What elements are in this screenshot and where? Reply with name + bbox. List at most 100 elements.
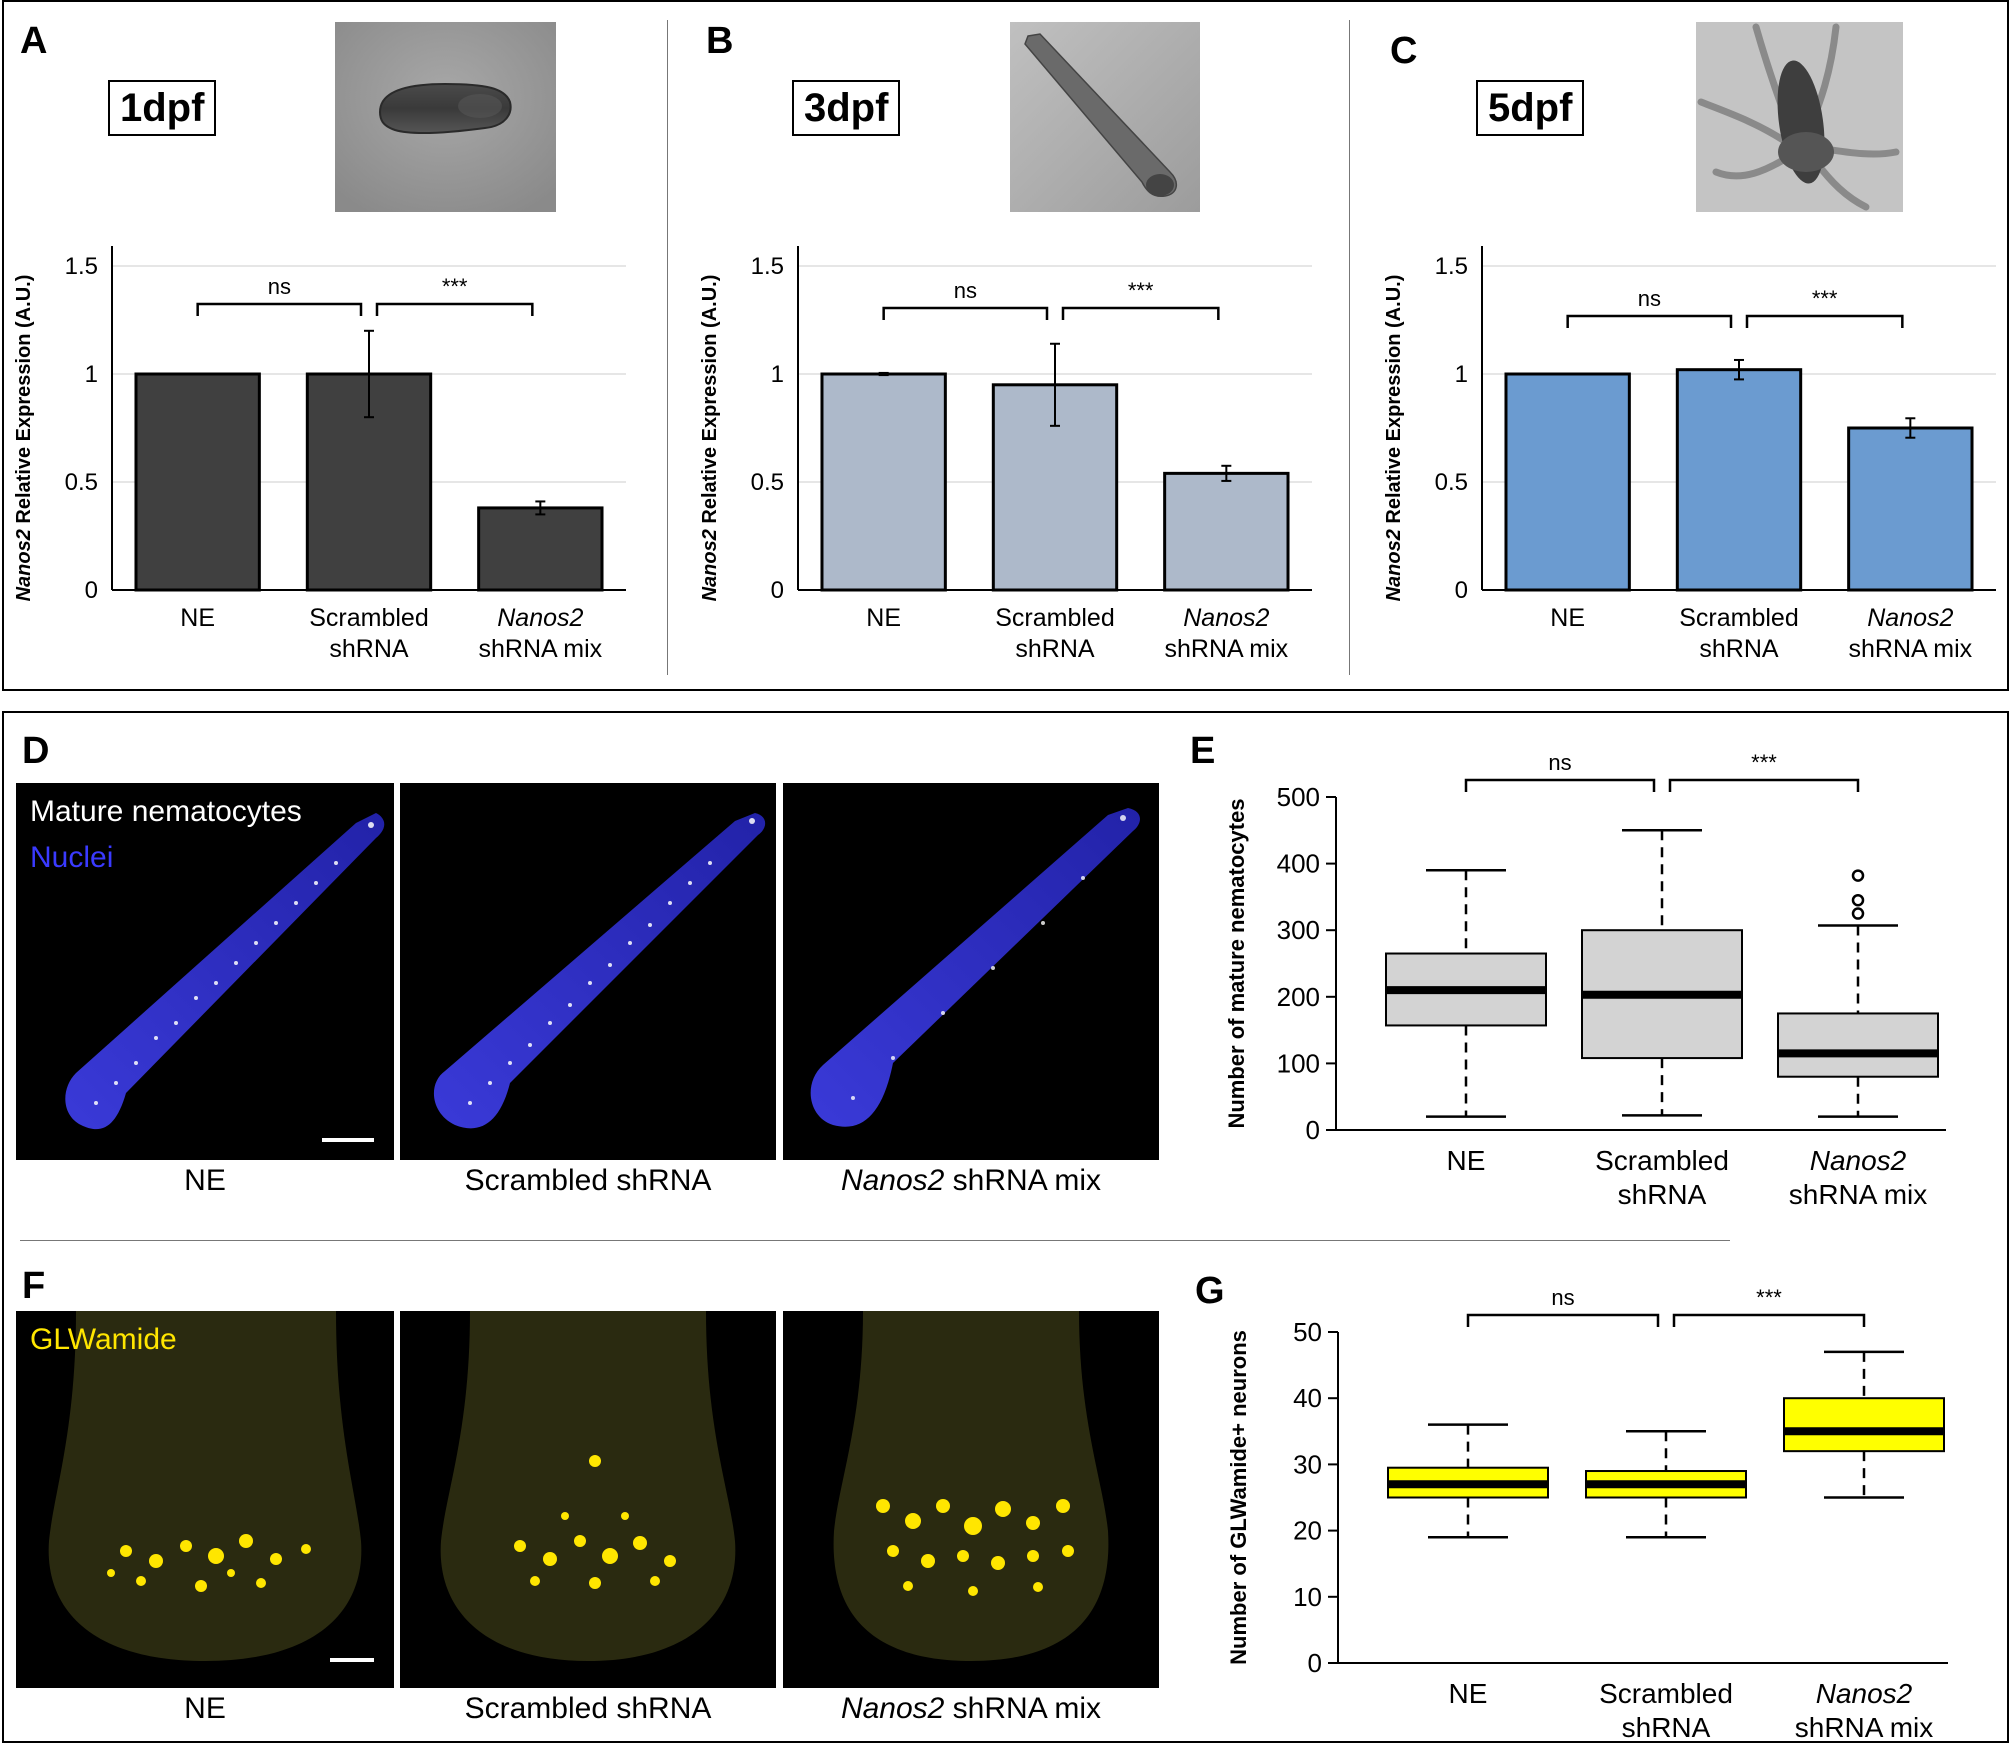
panel-letter-e: E (1190, 730, 1216, 772)
divider-ab (667, 20, 668, 675)
box-2 (1777, 1012, 1939, 1078)
sig-bracket-stars (1745, 314, 1904, 328)
y-tick-label-2: 1 (771, 361, 784, 388)
y-tick-label-0: 0 (1455, 577, 1468, 604)
label-f-nanos2-gene: Nanos2 (840, 1692, 945, 1725)
y-tick-label-1: 0.5 (1435, 469, 1468, 496)
y-tick-label-5: 500 (1277, 782, 1320, 812)
sig-bracket-stars (1668, 778, 1860, 792)
sig-bracket-ns (1566, 314, 1733, 328)
x-tick-label-2-0: Nanos2 (1183, 604, 1269, 632)
sig-bracket-stars (1061, 306, 1220, 320)
top-panel-frame (2, 0, 2009, 691)
sig-bracket-stars (1672, 1313, 1866, 1327)
y-tick-label-2: 1 (85, 361, 98, 388)
label-d-scrambled: Scrambled shRNA (464, 1164, 712, 1197)
bottom-panel-frame (2, 711, 2009, 1743)
label-mature-nematocytes: Mature nematocytes (30, 795, 302, 828)
outlier-2-2 (1851, 869, 1865, 882)
bar-chart-3dpf: 0 0.5 1 1.5 NE Scrambled shRNA Nanos2 shRNA mix n… (699, 246, 1312, 663)
x-tick-label-1-1: shRNA (1699, 635, 1779, 663)
sig-bracket-ns-label: ns (1551, 1285, 1574, 1310)
image-d-scrambled (400, 783, 776, 1160)
y-tick-label-2: 1 (1455, 361, 1468, 388)
bar-chart-5dpf: 0 0.5 1 1.5 NE Scrambled shRNA Nanos2 shRNA mix n… (1383, 246, 1996, 663)
image-f-scrambled (400, 1311, 776, 1688)
bar-2 (1163, 471, 1290, 592)
label-nuclei: Nuclei (30, 841, 114, 874)
bar-chart-1dpf: 0 0.5 1 1.5 NE Scrambled shRNA Nanos2 shRNA mix n… (13, 246, 626, 663)
image-f-nanos2 (783, 1311, 1159, 1688)
image-f-ne (16, 1311, 394, 1688)
y-tick-label-1: 0.5 (751, 469, 784, 496)
image-d-nanos2 (783, 783, 1159, 1160)
y-tick-label-1: 10 (1293, 1582, 1322, 1612)
y-tick-label-2: 200 (1277, 982, 1320, 1012)
y-tick-label-2: 20 (1293, 1516, 1322, 1546)
y-tick-label-1: 100 (1277, 1048, 1320, 1078)
label-d-ne: NE (184, 1164, 226, 1197)
panel-letter-d: D (22, 730, 50, 772)
sig-bracket-ns (1466, 1313, 1660, 1327)
scale-bar-d (322, 1138, 374, 1142)
sig-bracket-stars-label: *** (1812, 286, 1838, 311)
x-tick-label-1-1: shRNA (329, 635, 409, 663)
outlier-2-1 (1851, 893, 1865, 907)
y-tick-label-4: 40 (1293, 1383, 1322, 1413)
sig-bracket-ns-label: ns (1548, 750, 1571, 775)
x-tick-label-2-1: shRNA mix (479, 635, 603, 663)
label-f-ne: NE (184, 1692, 226, 1725)
x-tick-label-2-0: Nanos2 (1867, 604, 1953, 632)
label-d-nanos2-gene: Nanos2 (840, 1164, 945, 1197)
y-tick-label-1: 0.5 (65, 469, 98, 496)
y-tick-label-0: 0 (1308, 1648, 1322, 1678)
sig-bracket-ns-label: ns (268, 274, 291, 299)
y-tick-label-3: 1.5 (751, 253, 784, 280)
x-tick-label-1-0: Scrambled (1595, 1145, 1729, 1176)
y-tick-label-0: 0 (1306, 1115, 1320, 1145)
y-tick-label-3: 300 (1277, 915, 1320, 945)
x-tick-label-2-0: Nanos2 (1810, 1145, 1907, 1176)
y-axis-label: Number of mature nematocytes (1224, 798, 1249, 1128)
panel-letter-g: G (1195, 1270, 1225, 1312)
x-tick-label-0-0: NE (1447, 1145, 1486, 1176)
x-tick-label-1-0: Scrambled (1599, 1678, 1733, 1709)
x-tick-label-0-0: NE (180, 604, 215, 632)
photo-5dpf-polyp (1696, 22, 1903, 212)
divider-bc (1349, 20, 1350, 675)
x-tick-label-0-0: NE (866, 604, 901, 632)
panel-letter-f: F (22, 1265, 46, 1307)
x-tick-label-1-1: shRNA (1622, 1712, 1711, 1743)
scale-bar-f (330, 1658, 374, 1662)
x-tick-label-1-0: Scrambled (1679, 604, 1799, 632)
bar-2 (1847, 426, 1974, 592)
divider-de-fg (20, 1240, 1730, 1241)
x-tick-label-0-0: NE (1550, 604, 1585, 632)
bar-2 (477, 506, 604, 592)
sig-bracket-ns (196, 302, 363, 316)
x-tick-label-1-0: Scrambled (309, 604, 429, 632)
sig-bracket-ns (1464, 778, 1656, 792)
label-d-nanos2: Nanos2 shRNA mix (783, 1164, 1159, 1198)
y-axis-label: Number of GLWamide+ neurons (1226, 1330, 1251, 1665)
x-tick-label-0-0: NE (1449, 1678, 1488, 1709)
y-tick-label-3: 1.5 (65, 253, 98, 280)
panel-letter-a: A (20, 20, 48, 62)
sig-bracket-ns-label: ns (1638, 286, 1661, 311)
y-tick-label-3: 1.5 (1435, 253, 1468, 280)
x-tick-label-2-1: shRNA mix (1849, 635, 1973, 663)
x-tick-label-1-1: shRNA (1618, 1179, 1707, 1210)
sig-bracket-stars-label: *** (1128, 278, 1154, 303)
x-tick-label-1-1: shRNA (1015, 635, 1095, 663)
panel-letter-c: C (1390, 30, 1418, 72)
stage-label-3dpf: 3dpf (792, 80, 901, 136)
bar-0 (134, 372, 261, 592)
label-f-scrambled: Scrambled shRNA (464, 1692, 712, 1725)
bar-0 (1504, 372, 1631, 592)
sig-bracket-stars (375, 302, 534, 316)
box-2 (1783, 1397, 1945, 1453)
sig-bracket-stars-label: *** (1756, 1285, 1782, 1310)
panel-letter-b: B (706, 20, 734, 62)
photo-1dpf-larva (335, 22, 556, 212)
